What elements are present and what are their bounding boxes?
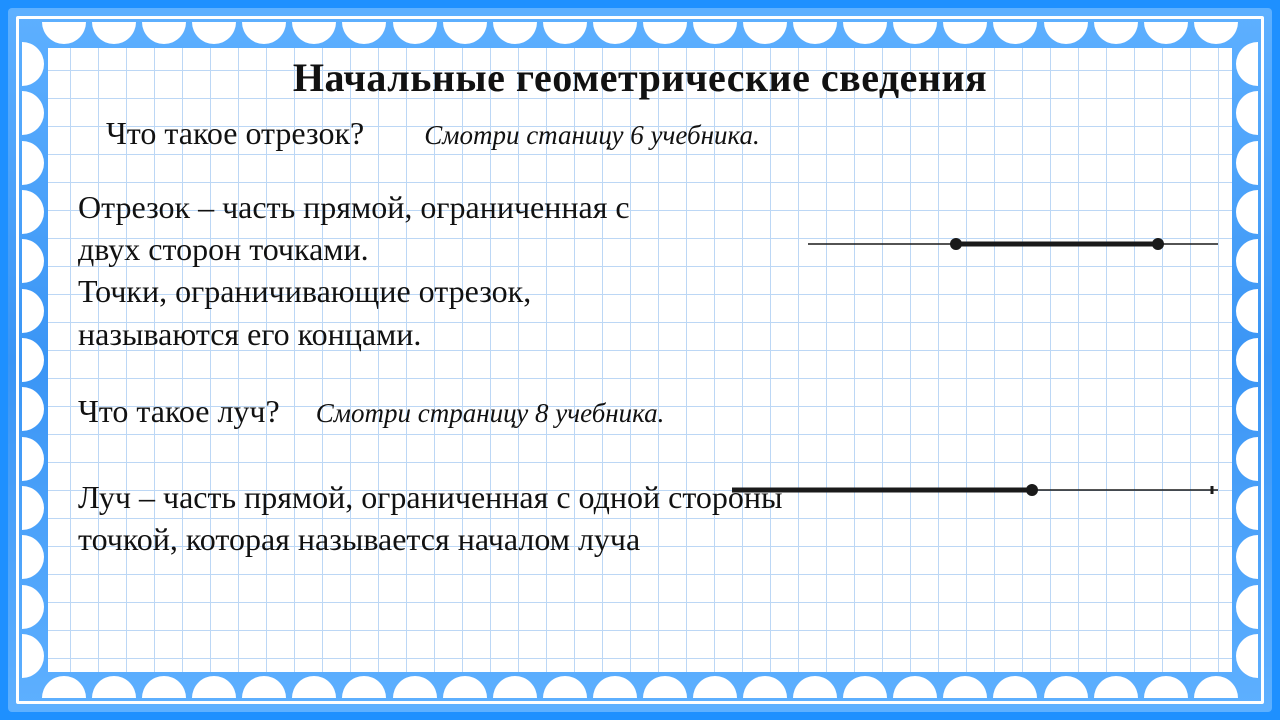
definition-1-line: называются его концами. [78,313,1202,355]
hint-2: Смотри страницу 8 учебника. [316,398,665,429]
slide-frame: Начальные геометрические сведения Что та… [8,8,1272,712]
ray-diagram [732,480,1218,500]
definition-1: Отрезок – часть прямой, ограниченная с д… [78,186,1202,355]
hint-1: Смотри станицу 6 учебника. [424,120,760,151]
scallop-left [22,42,44,678]
scallop-right [1236,42,1258,678]
question-row-2: Что такое луч? Смотри страницу 8 учебник… [78,393,1202,430]
scallop-top [42,22,1238,44]
graph-paper: Начальные геометрические сведения Что та… [48,48,1232,672]
question-1: Что такое отрезок? [106,115,364,152]
question-row-1: Что такое отрезок? Смотри станицу 6 учеб… [78,115,1202,152]
slide-title: Начальные геометрические сведения [78,54,1202,101]
definition-1-line: Точки, ограничивающие отрезок, [78,270,1202,312]
content-area: Начальные геометрические сведения Что та… [48,48,1232,672]
question-2: Что такое луч? [78,393,280,430]
definition-2-line: точкой, которая называется началом луча [78,518,1202,560]
segment-diagram [808,234,1218,254]
definition-1-line: Отрезок – часть прямой, ограниченная с [78,186,1202,228]
scallop-bottom [42,676,1238,698]
